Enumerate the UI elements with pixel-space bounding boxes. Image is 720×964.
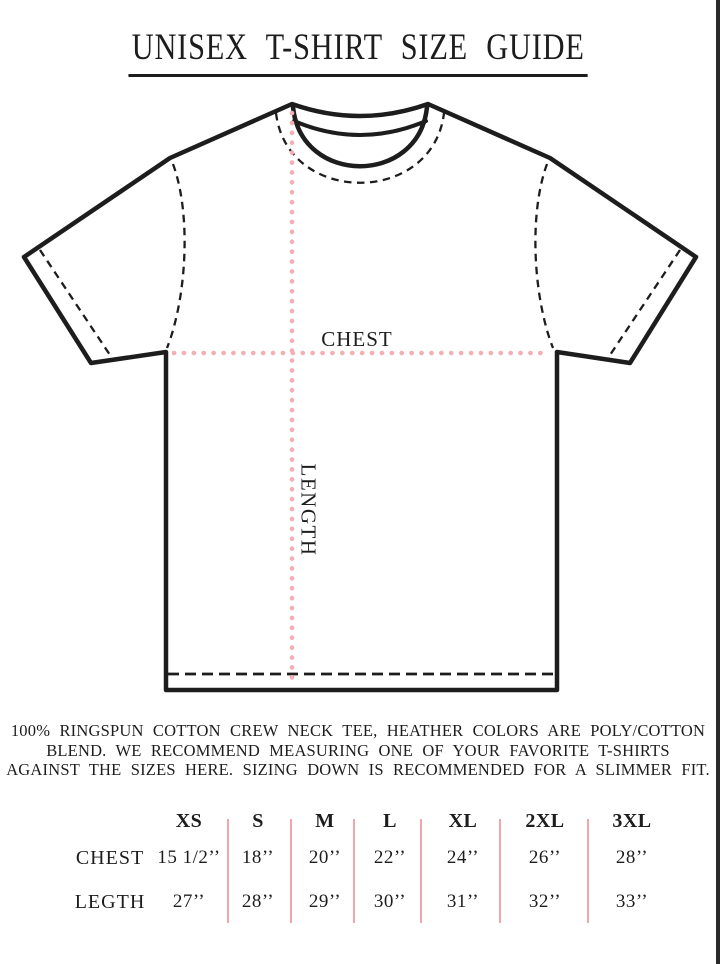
collar-stitch-seam xyxy=(274,112,446,184)
image-edge-strip xyxy=(716,0,720,964)
size-cell: 15 1/2’’ xyxy=(157,847,221,868)
size-cell: 18’’ xyxy=(241,847,275,868)
size-table-length-row: LEGTH 27’’ 28’’ 29’’ 30’’ 31’’ 32’’ 33’’ xyxy=(0,891,720,915)
column-divider xyxy=(587,819,589,923)
column-divider xyxy=(227,819,229,923)
size-cell: 32’’ xyxy=(528,891,562,912)
size-column-header-m: M xyxy=(315,810,335,832)
size-column-header-2xl: 2XL xyxy=(525,810,565,832)
description-line-3: AGAINST THE SIZES HERE. SIZING DOWN IS R… xyxy=(6,760,710,779)
size-table-chest-row: CHEST 15 1/2’’ 18’’ 20’’ 22’’ 24’’ 26’’ … xyxy=(0,847,720,871)
tshirt-outline-path xyxy=(21,101,699,693)
size-column-header-s: S xyxy=(252,810,264,832)
right-cuff-seam xyxy=(607,249,681,359)
size-row-label-chest: CHEST xyxy=(75,847,145,869)
size-cell: 30’’ xyxy=(373,891,407,912)
column-divider xyxy=(420,819,422,923)
size-cell: 22’’ xyxy=(373,847,407,868)
column-divider xyxy=(353,819,355,923)
size-table-header-row: XS S M L XL 2XL 3XL xyxy=(0,810,720,834)
collar-front-path xyxy=(290,104,430,169)
size-cell: 24’’ xyxy=(446,847,480,868)
page-title: UNISEX T-SHIRT SIZE GUIDE xyxy=(128,26,588,77)
size-column-header-xs: XS xyxy=(175,810,203,832)
size-column-header-xl: XL xyxy=(448,810,478,832)
description-line-2: BLEND. WE RECOMMEND MEASURING ONE OF YOU… xyxy=(46,740,670,760)
left-armhole-seam xyxy=(165,163,186,349)
size-cell: 28’’ xyxy=(241,891,275,912)
product-description: 100% RINGSPUN COTTON CREW NECK TEE, HEAT… xyxy=(0,721,716,780)
collar-band-path xyxy=(292,119,428,137)
size-cell: 20’’ xyxy=(308,847,342,868)
column-divider xyxy=(499,819,501,923)
chest-measure-label: CHEST xyxy=(321,327,393,351)
header: UNISEX T-SHIRT SIZE GUIDE xyxy=(0,26,716,77)
size-cell: 33’’ xyxy=(615,891,649,912)
size-cell: 26’’ xyxy=(528,847,562,868)
size-row-label-legth: LEGTH xyxy=(74,891,146,913)
column-divider xyxy=(290,819,292,923)
size-cell: 28’’ xyxy=(615,847,649,868)
size-column-header-l: L xyxy=(383,810,397,832)
description-line-1: 100% RINGSPUN COTTON CREW NECK TEE, HEAT… xyxy=(10,721,706,740)
size-cell: 29’’ xyxy=(308,891,342,912)
size-cell: 31’’ xyxy=(446,891,480,912)
right-armhole-seam xyxy=(534,163,555,349)
left-cuff-seam xyxy=(39,249,113,359)
size-cell: 27’’ xyxy=(172,891,206,912)
size-column-header-3xl: 3XL xyxy=(612,810,652,832)
